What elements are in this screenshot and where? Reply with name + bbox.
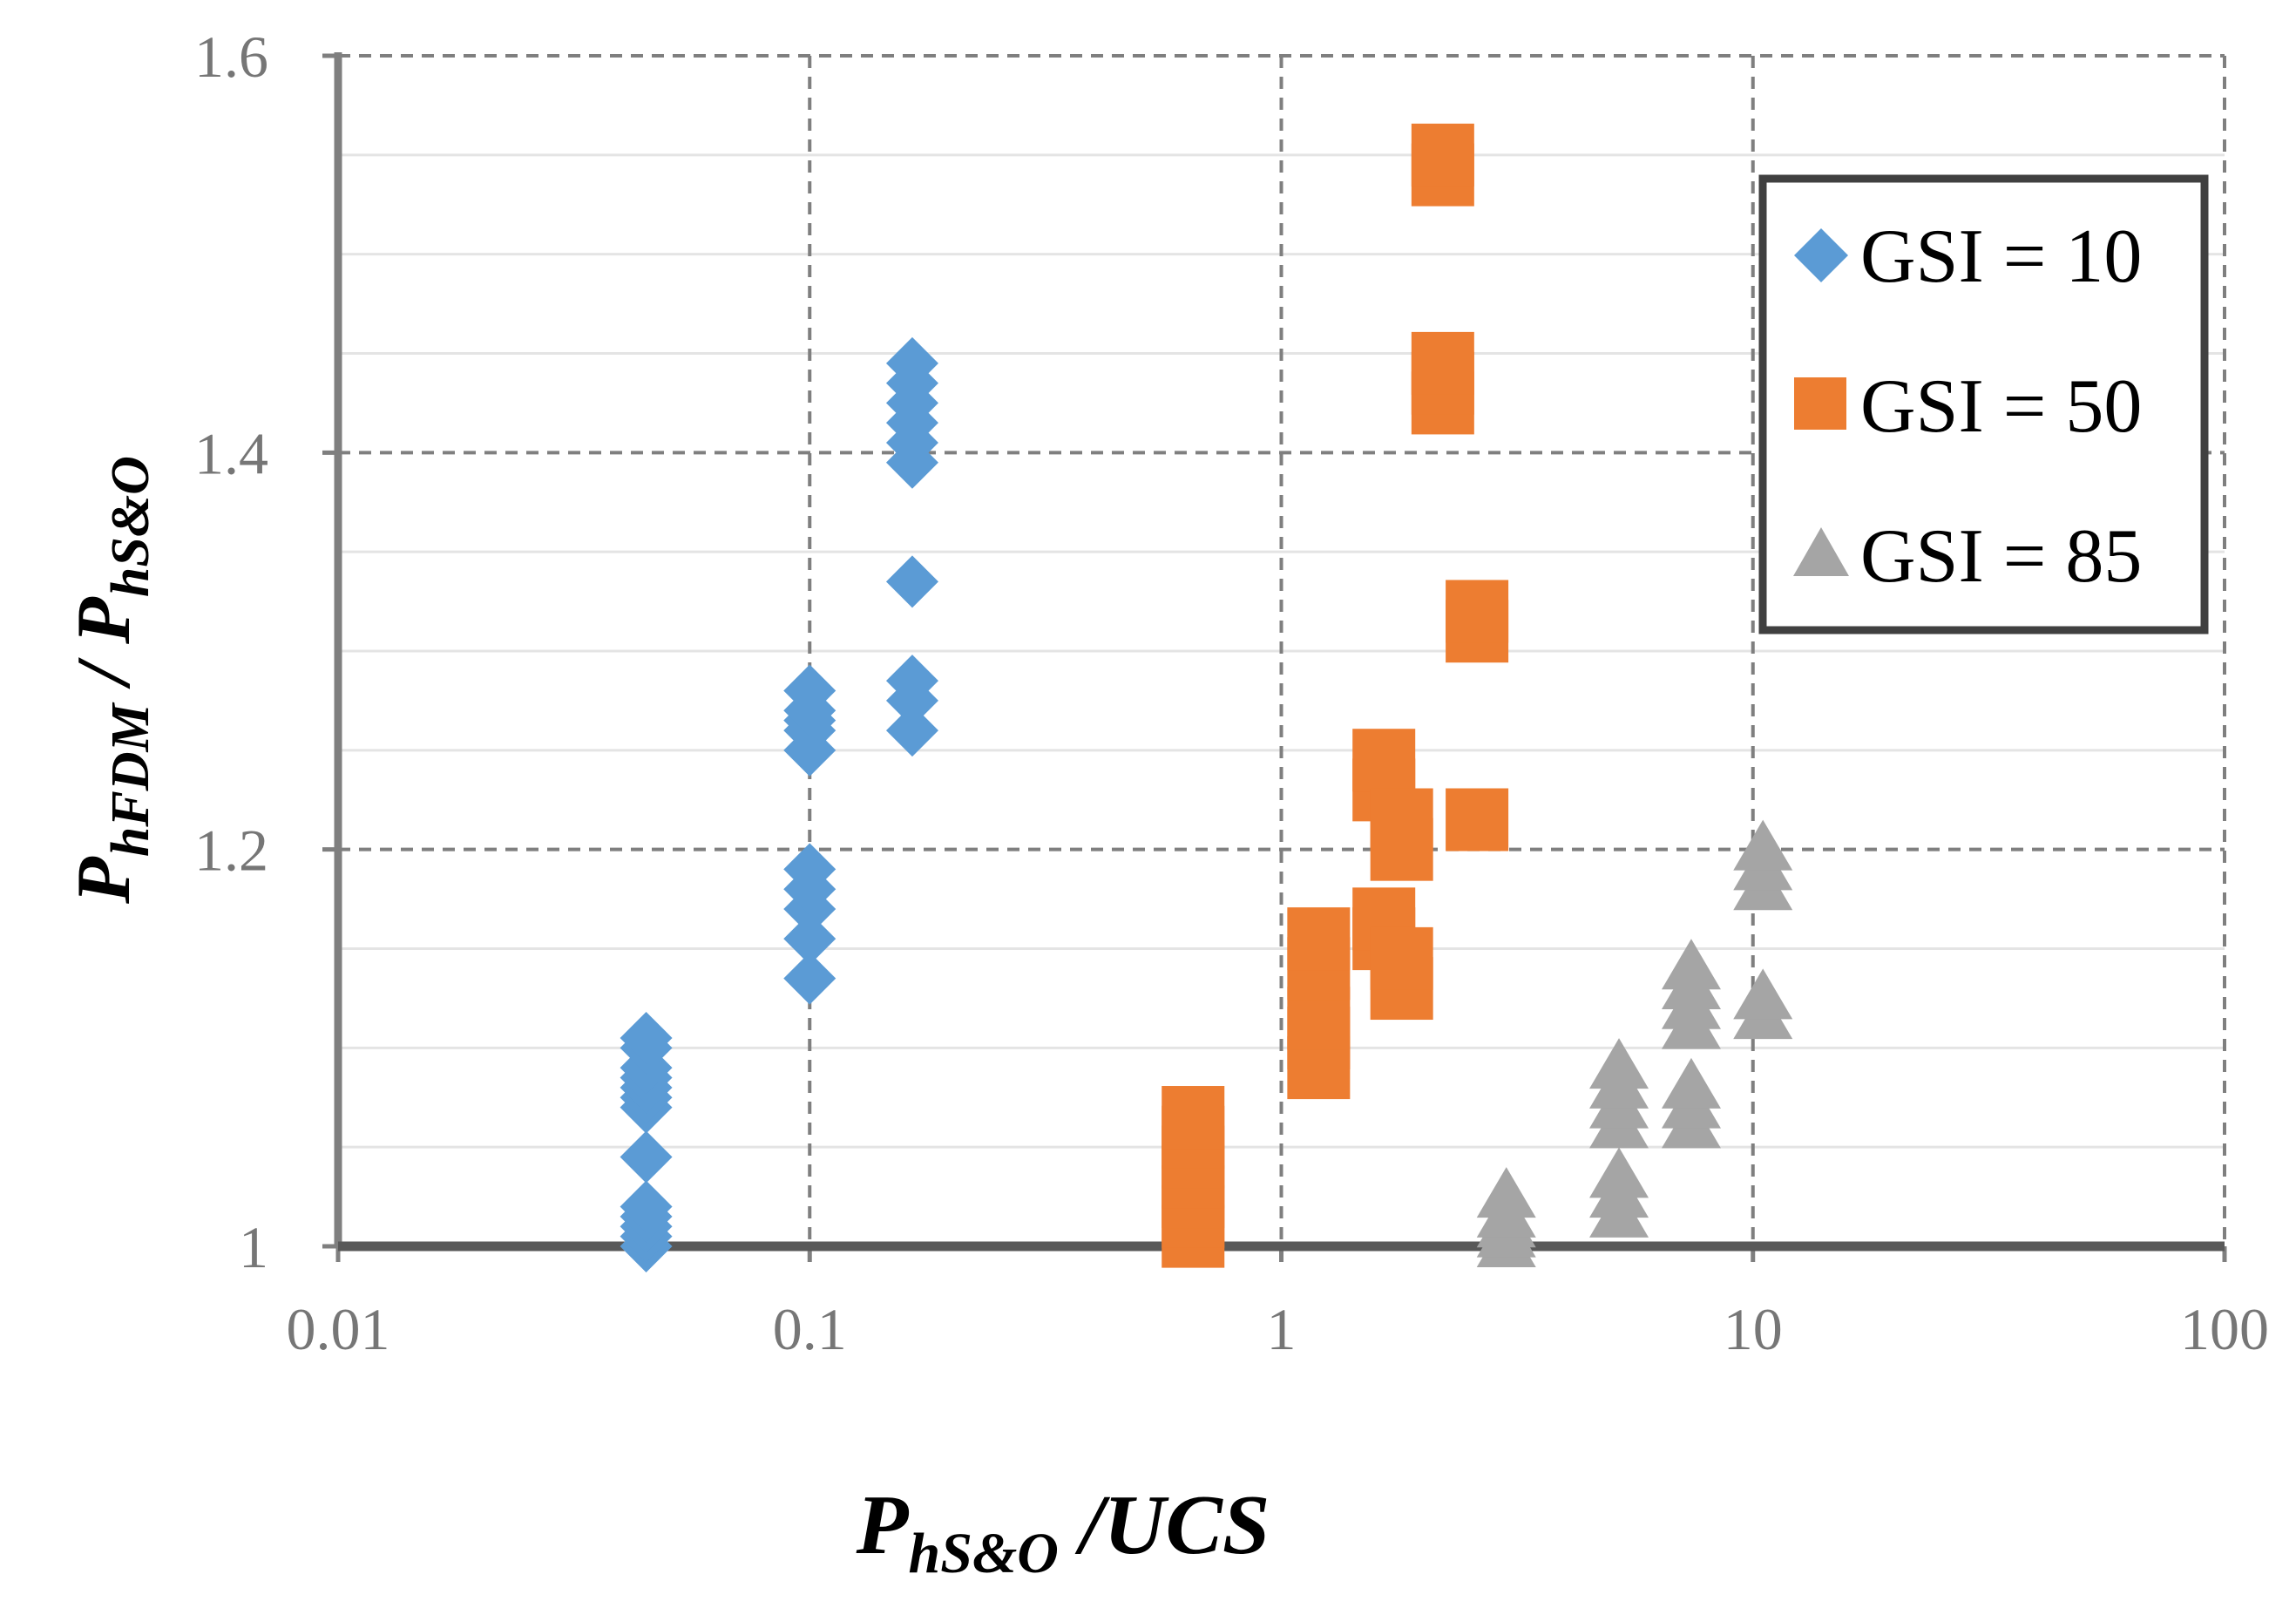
data-point-diamond [620, 1011, 673, 1064]
y-axis-title-sub2: hS&O [101, 456, 160, 597]
data-point-diamond [620, 1130, 673, 1184]
x-tick-label: 1 [1267, 1296, 1297, 1362]
data-point-triangle [1476, 1167, 1536, 1218]
data-point-diamond [783, 843, 836, 896]
y-tick-label: 1.4 [194, 420, 268, 486]
data-point-triangle [1733, 968, 1793, 1020]
data-point-square [1162, 1086, 1225, 1150]
data-point-diamond [783, 952, 836, 1005]
tick-labels: 1 1.2 1.4 1.6 0.01 0.1 1 10 100 [194, 24, 2269, 1362]
data-point-square [1287, 907, 1351, 971]
data-point-diamond [885, 555, 938, 608]
x-axis-title-main: P [856, 1478, 910, 1572]
x-tick-label: 0.01 [287, 1296, 390, 1362]
data-point-diamond [885, 655, 938, 708]
y-tick-label: 1.6 [194, 24, 268, 90]
data-point-square [1370, 788, 1433, 851]
data-point-square [1352, 729, 1416, 792]
legend-label-gsi-50: GSI = 50 [1860, 364, 2142, 449]
y-axis-title-sub1: hFDM [101, 702, 160, 857]
data-points [620, 123, 1793, 1272]
data-point-diamond [783, 664, 836, 717]
data-point-square [1446, 580, 1509, 643]
y-axis-title: PhFDM / PhS&O [62, 456, 160, 905]
y-tick-label: 1 [239, 1214, 268, 1280]
series-diamond [620, 336, 938, 1272]
data-point-square [1446, 788, 1509, 851]
y-axis-title-main2: P [62, 596, 146, 645]
y-axis-title-mid: / [62, 644, 146, 703]
data-point-square [1370, 926, 1433, 990]
legend-marker-diamond [1794, 228, 1848, 282]
series-square [1162, 123, 1509, 1268]
data-point-triangle [1589, 1038, 1649, 1089]
legend-item-gsi-10: GSI = 10 [1794, 214, 2142, 299]
legend-label-gsi-10: GSI = 10 [1860, 214, 2142, 299]
x-tick-label: 10 [1724, 1296, 1783, 1362]
data-point-triangle [1661, 1057, 1721, 1109]
legend-marker-square [1794, 377, 1846, 430]
data-point-square [1411, 331, 1474, 395]
data-point-square [1411, 123, 1474, 187]
legend-label-gsi-85: GSI = 85 [1860, 514, 2142, 599]
x-tick-label: 0.1 [773, 1296, 847, 1362]
data-point-diamond [885, 704, 938, 757]
legend-item-gsi-85: GSI = 85 [1793, 514, 2142, 599]
x-tick-label: 100 [2180, 1296, 2269, 1362]
x-axis-title: PhS&O /UCS [856, 1478, 1270, 1585]
data-point-triangle [1661, 939, 1721, 990]
data-point-diamond [783, 913, 836, 966]
series-triangle [1476, 819, 1793, 1267]
legend-marker-triangle [1793, 527, 1849, 576]
legend-item-gsi-50: GSI = 50 [1794, 364, 2142, 449]
x-axis-title-sub: hS&O [909, 1522, 1059, 1585]
major-gridlines [338, 54, 2226, 1246]
y-tick-label: 1.2 [194, 818, 268, 884]
y-axis-title-main1: P [62, 856, 146, 905]
data-point-triangle [1589, 1147, 1649, 1198]
data-point-diamond [620, 1180, 673, 1233]
data-point-diamond [885, 336, 938, 390]
x-axis-title-rest: /UCS [1059, 1478, 1270, 1572]
data-point-triangle [1733, 819, 1793, 871]
legend: GSI = 10 GSI = 50 GSI = 85 [1758, 174, 2209, 634]
